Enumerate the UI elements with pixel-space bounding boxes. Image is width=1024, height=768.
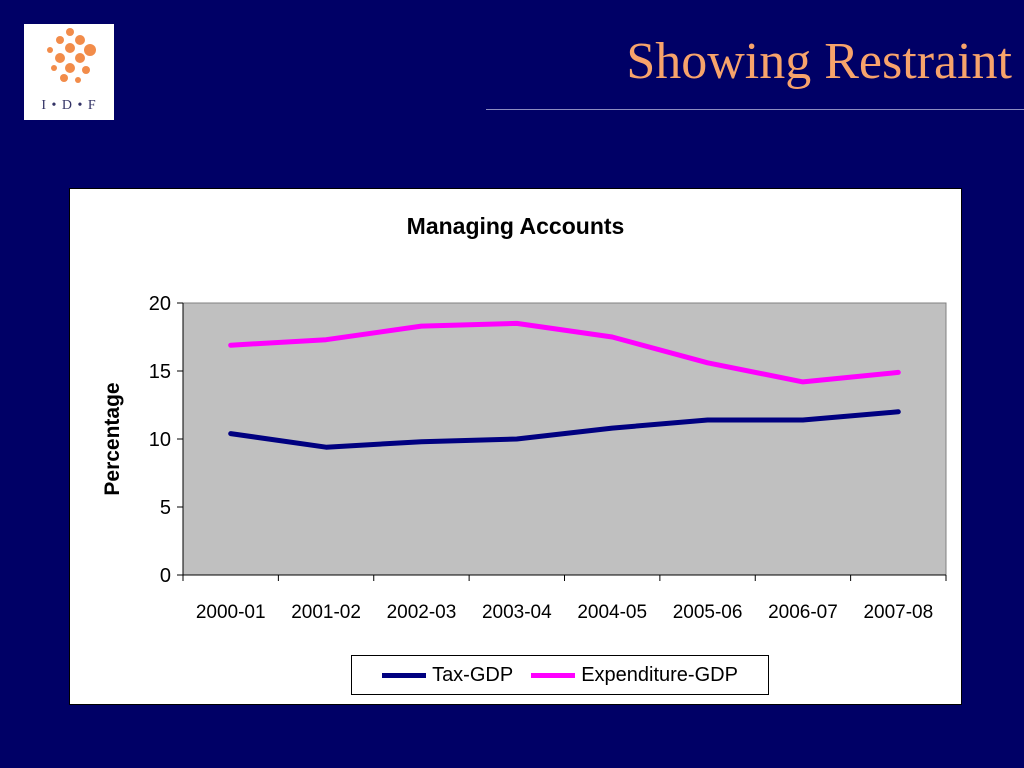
logo-text: I • D • F <box>41 98 97 113</box>
x-tick-label: 2001-02 <box>291 602 361 623</box>
title-divider <box>486 109 1024 110</box>
legend-item-tax-gdp: Tax-GDP <box>382 664 513 687</box>
chart-legend: Tax-GDP Expenditure-GDP <box>351 655 769 695</box>
legend-swatch-tax-gdp <box>382 672 427 678</box>
series-line-tax-gdp <box>228 409 901 450</box>
logo-dots-icon <box>47 28 96 83</box>
slide-title: Showing Restraint <box>626 33 1012 90</box>
legend-item-expenditure-gdp: Expenditure-GDP <box>531 664 738 687</box>
legend-label-expenditure-gdp: Expenditure-GDP <box>581 663 738 686</box>
y-axis-title: Percentage <box>101 382 124 495</box>
chart-container: Managing Accounts 0 5 10 15 20 2000-01 2001-02… <box>69 188 962 705</box>
idf-logo: I • D • F <box>24 24 114 120</box>
legend-label-tax-gdp: Tax-GDP <box>432 663 514 686</box>
x-tick-label: 2004-05 <box>577 602 647 623</box>
line-chart: 0 5 10 15 20 2000-01 2001-02 2002-03 2003-04 2004… <box>101 293 947 623</box>
x-tick-label: 2007-08 <box>863 602 933 623</box>
x-tick-label: 2005-06 <box>673 602 743 623</box>
chart-title: Managing Accounts <box>406 213 625 239</box>
y-tick-label: 20 <box>149 293 171 315</box>
x-tick-label: 2003-04 <box>482 602 552 623</box>
x-tick-label: 2002-03 <box>387 602 457 623</box>
series-line-expenditure-gdp <box>228 320 901 385</box>
plot-area <box>182 302 947 576</box>
legend-swatch-expenditure-gdp <box>531 672 576 678</box>
y-tick-label: 5 <box>160 497 171 519</box>
y-tick-label: 15 <box>149 361 171 383</box>
y-tick-label: 0 <box>160 565 171 587</box>
x-tick-label: 2000-01 <box>196 602 266 623</box>
x-tick-label: 2006-07 <box>768 602 838 623</box>
y-tick-label: 10 <box>149 429 171 451</box>
